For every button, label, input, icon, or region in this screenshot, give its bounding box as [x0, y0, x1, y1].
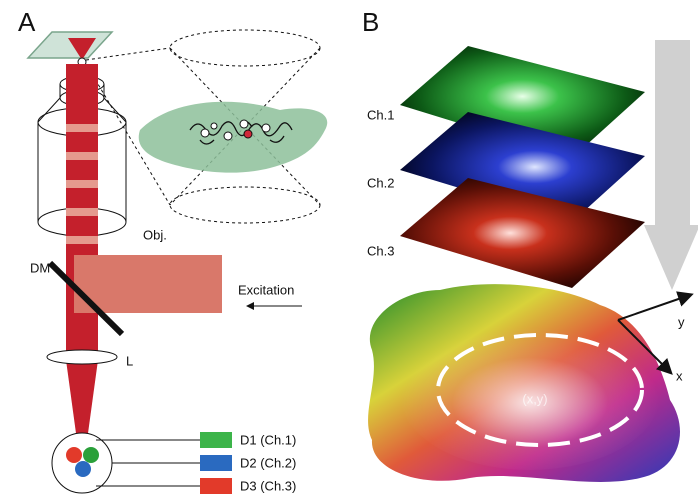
spot	[83, 447, 99, 463]
channel-label: Ch.3	[367, 243, 394, 258]
spot	[66, 447, 82, 463]
axis-label: x	[676, 368, 683, 383]
membrane	[139, 102, 328, 173]
channel-label: Ch.1	[367, 107, 394, 122]
lens-label: L	[126, 353, 133, 368]
axis-label: y	[678, 314, 685, 329]
channel-image	[400, 178, 645, 288]
excitation-beam	[74, 255, 222, 313]
excitation-label: Excitation	[238, 282, 294, 297]
detector-label: D3 (Ch.3)	[240, 478, 296, 493]
detector-label: D1 (Ch.1)	[240, 432, 296, 447]
time-arrow	[644, 40, 698, 290]
detector	[200, 478, 232, 494]
lens	[47, 350, 117, 364]
objective-label: Obj.	[143, 227, 167, 242]
channel-label: Ch.2	[367, 175, 394, 190]
detector	[200, 432, 232, 448]
panel-label: B	[362, 7, 379, 37]
figure: A Obj. DM Excitation L D1 (C	[0, 0, 698, 496]
detector-label: D2 (Ch.2)	[240, 455, 296, 470]
spot	[75, 461, 91, 477]
mirror-label: DM	[30, 260, 50, 275]
panel-label: A	[18, 7, 36, 37]
position-label: (x,y)	[522, 391, 547, 406]
detector	[200, 455, 232, 471]
coverslip	[28, 32, 112, 58]
